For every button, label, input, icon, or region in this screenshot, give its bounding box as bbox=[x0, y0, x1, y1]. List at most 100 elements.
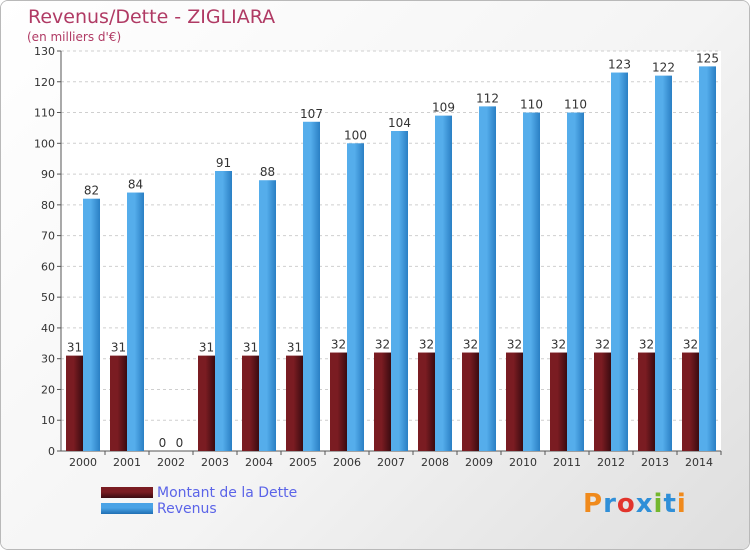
data-label-dette: 0 bbox=[159, 436, 167, 450]
data-label-revenus: 91 bbox=[216, 156, 231, 170]
x-tick-label: 2001 bbox=[113, 456, 141, 469]
data-label-revenus: 107 bbox=[300, 107, 323, 121]
legend-label-revenus: Revenus bbox=[157, 501, 217, 517]
bar-revenus bbox=[215, 171, 232, 451]
data-label-dette: 31 bbox=[111, 341, 126, 355]
bar-dette bbox=[330, 352, 347, 451]
data-label-revenus: 110 bbox=[564, 98, 587, 112]
data-label-dette: 32 bbox=[419, 338, 434, 352]
bar-revenus bbox=[523, 112, 540, 452]
data-label-dette: 32 bbox=[551, 338, 566, 352]
legend-label-dette: Montant de la Dette bbox=[157, 485, 298, 501]
bar-dette bbox=[462, 352, 479, 451]
bar-dette bbox=[374, 352, 391, 451]
bar-dette bbox=[418, 352, 435, 451]
legend-item-revenus: Revenus bbox=[101, 501, 401, 519]
bar-revenus bbox=[303, 121, 320, 452]
bar-revenus bbox=[435, 115, 452, 451]
y-tick-label: 20 bbox=[41, 383, 55, 396]
data-label-revenus: 104 bbox=[388, 116, 411, 130]
x-tick-label: 2000 bbox=[69, 456, 97, 469]
data-label-revenus: 82 bbox=[84, 184, 99, 198]
bar-dette bbox=[638, 352, 655, 451]
data-label-revenus: 123 bbox=[608, 58, 631, 72]
x-tick-label: 2013 bbox=[641, 456, 669, 469]
logo-letter: i bbox=[676, 489, 687, 519]
data-label-revenus: 110 bbox=[520, 98, 543, 112]
bar-dette bbox=[594, 352, 611, 451]
y-tick-label: 110 bbox=[34, 107, 55, 120]
y-tick-label: 70 bbox=[41, 230, 55, 243]
bar-dette bbox=[242, 355, 259, 451]
x-tick-label: 2010 bbox=[509, 456, 537, 469]
y-tick-label: 130 bbox=[34, 45, 55, 58]
data-label-revenus: 112 bbox=[476, 91, 499, 105]
bar-dette bbox=[286, 355, 303, 451]
y-tick-label: 50 bbox=[41, 291, 55, 304]
bar-revenus bbox=[259, 180, 276, 451]
logo-letter: P bbox=[583, 489, 604, 519]
x-tick-label: 2012 bbox=[597, 456, 625, 469]
data-label-dette: 32 bbox=[683, 338, 698, 352]
logo-letter: r bbox=[603, 489, 617, 519]
x-tick-label: 2002 bbox=[157, 456, 185, 469]
bar-dette bbox=[110, 355, 127, 451]
bar-revenus bbox=[83, 198, 100, 451]
bar-revenus bbox=[127, 192, 144, 452]
bar-revenus bbox=[567, 112, 584, 452]
x-tick-label: 2009 bbox=[465, 456, 493, 469]
data-label-dette: 32 bbox=[595, 338, 610, 352]
bar-revenus bbox=[611, 72, 628, 452]
data-label-dette: 31 bbox=[287, 341, 302, 355]
x-tick-label: 2008 bbox=[421, 456, 449, 469]
bar-revenus bbox=[699, 66, 716, 451]
x-tick-label: 2005 bbox=[289, 456, 317, 469]
logo-letter: t bbox=[663, 489, 677, 519]
x-tick-label: 2003 bbox=[201, 456, 229, 469]
x-tick-label: 2014 bbox=[685, 456, 713, 469]
x-tick-label: 2006 bbox=[333, 456, 361, 469]
bar-dette bbox=[550, 352, 567, 451]
y-tick-label: 60 bbox=[41, 260, 55, 273]
data-label-dette: 32 bbox=[639, 338, 654, 352]
bar-dette bbox=[682, 352, 699, 451]
bar-revenus bbox=[391, 131, 408, 451]
data-label-dette: 32 bbox=[507, 338, 522, 352]
y-tick-label: 90 bbox=[41, 168, 55, 181]
legend-swatch-revenus bbox=[101, 503, 153, 514]
data-label-revenus: 109 bbox=[432, 101, 455, 115]
bar-revenus bbox=[655, 75, 672, 451]
bar-revenus bbox=[479, 106, 496, 451]
logo-letter: x bbox=[635, 489, 654, 519]
data-label-revenus: 0 bbox=[176, 436, 184, 450]
proxiti-logo: Proxiti bbox=[583, 489, 687, 519]
x-tick-label: 2004 bbox=[245, 456, 273, 469]
y-tick-label: 100 bbox=[34, 137, 55, 150]
data-label-revenus: 88 bbox=[260, 165, 275, 179]
x-tick-label: 2011 bbox=[553, 456, 581, 469]
data-label-revenus: 100 bbox=[344, 128, 367, 142]
data-label-revenus: 125 bbox=[696, 51, 719, 65]
y-tick-label: 10 bbox=[41, 414, 55, 427]
bar-dette bbox=[506, 352, 523, 451]
y-tick-label: 40 bbox=[41, 322, 55, 335]
logo-letter: i bbox=[653, 489, 664, 519]
x-tick-label: 2007 bbox=[377, 456, 405, 469]
y-tick-label: 0 bbox=[48, 445, 55, 458]
bar-dette bbox=[198, 355, 215, 451]
data-label-dette: 31 bbox=[199, 341, 214, 355]
data-label-dette: 31 bbox=[243, 341, 258, 355]
y-tick-label: 30 bbox=[41, 353, 55, 366]
data-label-dette: 32 bbox=[331, 338, 346, 352]
y-tick-label: 120 bbox=[34, 76, 55, 89]
data-label-dette: 32 bbox=[375, 338, 390, 352]
bar-revenus bbox=[347, 143, 364, 452]
chart-subtitle: (en milliers d'€) bbox=[27, 30, 122, 44]
legend-item-dette: Montant de la Dette bbox=[101, 485, 401, 503]
data-label-revenus: 122 bbox=[652, 61, 675, 75]
data-label-dette: 32 bbox=[463, 338, 478, 352]
y-tick-label: 80 bbox=[41, 199, 55, 212]
chart-title: Revenus/Dette - ZIGLIARA bbox=[28, 6, 276, 28]
